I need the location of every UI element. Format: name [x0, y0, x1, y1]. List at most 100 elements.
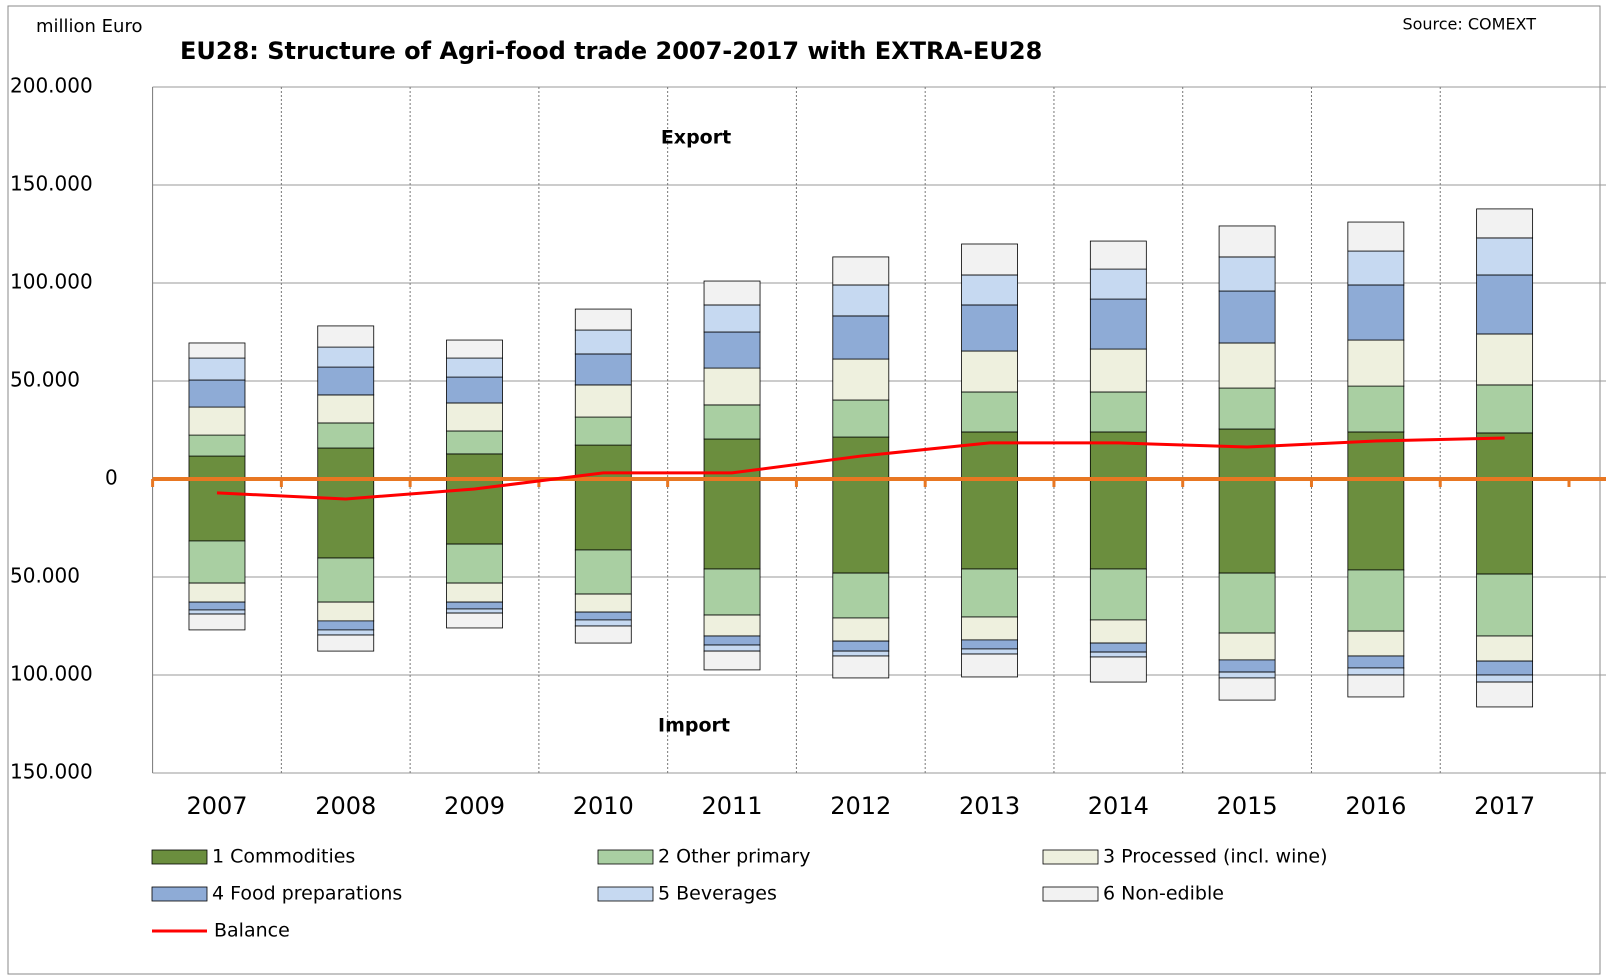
x-tick-label: 2014 — [1088, 792, 1149, 820]
bar-segment — [703, 304, 761, 333]
bar-segment — [961, 243, 1018, 276]
frame — [7, 5, 1601, 975]
legend-swatch — [151, 849, 208, 865]
bar-segment — [1347, 655, 1405, 669]
bar-segment — [574, 593, 632, 613]
bar-segment — [961, 616, 1018, 641]
bar-segment — [317, 447, 375, 480]
bar-segment — [1347, 478, 1405, 571]
bar-segment — [832, 358, 890, 401]
bar-segment — [317, 557, 375, 603]
legend-label: 6 Non-edible — [1103, 883, 1224, 905]
legend-label: 2 Other primary — [658, 846, 810, 868]
bar-segment — [1218, 632, 1276, 661]
bar-segment — [1218, 428, 1276, 480]
bar-segment — [574, 416, 632, 446]
bar-segment — [446, 608, 503, 614]
bar-segment — [188, 601, 246, 611]
y-tick-label: 0 — [105, 466, 118, 490]
legend-swatch — [597, 849, 654, 865]
bar-segment — [1476, 208, 1534, 239]
bar-segment — [1347, 250, 1405, 286]
bar-segment — [832, 617, 890, 642]
bar-segment — [1218, 572, 1276, 634]
bar-segment — [1089, 642, 1147, 653]
bar-segment — [1476, 274, 1534, 335]
bar-segment — [1347, 385, 1405, 433]
bar-segment — [961, 653, 1018, 678]
bar-segment — [703, 478, 761, 570]
bar-segment — [317, 325, 375, 348]
bar-segment — [317, 629, 375, 636]
bar-segment — [1089, 619, 1147, 644]
bar-segment — [961, 304, 1018, 352]
legend-swatch — [1042, 886, 1099, 902]
bar-segment — [832, 478, 890, 574]
bar-segment — [832, 655, 890, 679]
bar-segment — [188, 609, 246, 615]
bar-segment — [317, 422, 375, 449]
bar-segment — [574, 619, 632, 627]
bar-segment — [961, 639, 1018, 650]
bar-segment — [446, 430, 503, 455]
bar-segment — [574, 384, 632, 418]
bar-segment — [446, 582, 503, 603]
bar-segment — [446, 612, 503, 629]
bar-segment — [446, 453, 503, 480]
bar-segment — [188, 357, 246, 381]
bar-segment — [574, 549, 632, 595]
y-tick-label: 100.000 — [10, 270, 93, 294]
bar-segment — [188, 434, 246, 457]
bar-segment — [832, 650, 890, 657]
x-tick-label: 2015 — [1217, 792, 1278, 820]
bar-segment — [317, 394, 375, 424]
bar-segment — [1347, 674, 1405, 698]
bar-segment — [832, 256, 890, 286]
bar-segment — [574, 329, 632, 355]
bar-segment — [446, 357, 503, 378]
legend-label: Balance — [214, 920, 290, 942]
bar-segment — [1218, 225, 1276, 258]
bar-segment — [1089, 391, 1147, 433]
legend-swatch — [1042, 849, 1099, 865]
bar-segment — [574, 611, 632, 621]
bar-segment — [1476, 432, 1534, 480]
x-tick-label: 2007 — [186, 792, 247, 820]
bar-segment — [832, 284, 890, 317]
bar-segment — [703, 644, 761, 652]
bar-segment — [961, 350, 1018, 393]
bar-segment — [188, 613, 246, 631]
x-tick-label: 2016 — [1345, 792, 1406, 820]
bar-segment — [446, 376, 503, 404]
bar-segment — [1218, 387, 1276, 430]
bar-segment — [961, 391, 1018, 433]
y-tick-label: 150.000 — [10, 760, 93, 784]
bar-segment — [446, 543, 503, 584]
bar-segment — [188, 540, 246, 584]
bar-segment — [1218, 478, 1276, 574]
chart-title: EU28: Structure of Agri-food trade 2007-… — [180, 37, 1042, 65]
bar-segment — [1089, 298, 1147, 350]
bar-segment — [703, 367, 761, 406]
annotation: Import — [658, 715, 730, 737]
bar-segment — [703, 568, 761, 616]
source: Source: COMEXT — [1402, 15, 1536, 34]
bar-segment — [317, 478, 375, 559]
bar-segment — [1089, 348, 1147, 393]
bar-segment — [1476, 660, 1534, 676]
bar-segment — [1089, 656, 1147, 683]
bar-segment — [317, 366, 375, 396]
bar-segment — [1347, 630, 1405, 657]
bar-segment — [1089, 240, 1147, 270]
x-tick-label: 2013 — [959, 792, 1020, 820]
bar-segment — [1218, 659, 1276, 673]
legend-label: 3 Processed (incl. wine) — [1103, 846, 1328, 868]
y-tick-label: 100.000 — [10, 662, 93, 686]
bar-segment — [1476, 674, 1534, 683]
annotation: Export — [661, 127, 731, 149]
legend-swatch — [597, 886, 654, 902]
bar-segment — [1218, 677, 1276, 701]
bar-segment — [961, 478, 1018, 570]
bar-segment — [188, 455, 246, 480]
